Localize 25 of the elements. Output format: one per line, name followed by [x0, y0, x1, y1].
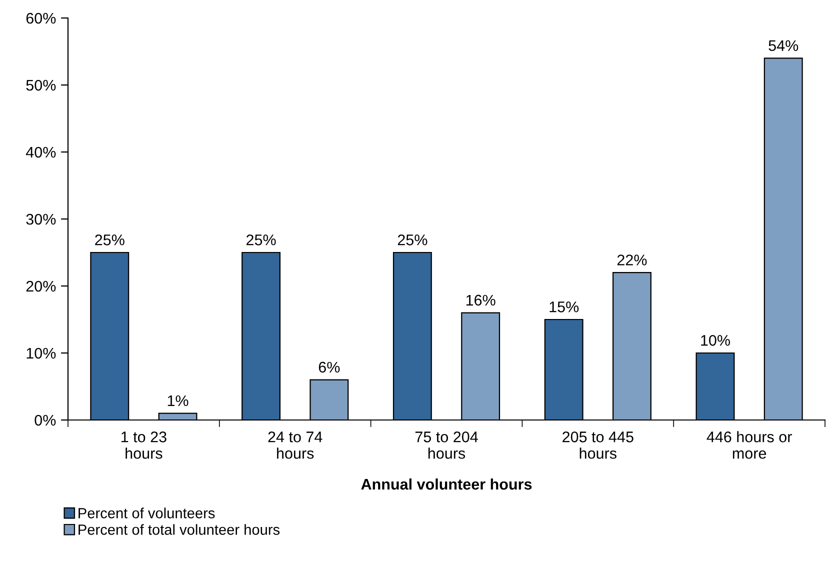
- x-tick-label: 24 to 74 hours: [268, 432, 322, 459]
- x-tick-label: 446 hours or more: [706, 431, 792, 459]
- data-label: 25%: [95, 234, 124, 246]
- data-label: 22%: [617, 254, 647, 266]
- y-tick-label: 10%: [26, 348, 56, 359]
- data-label: 10%: [701, 334, 730, 346]
- data-label: 25%: [246, 234, 276, 246]
- data-label: 16%: [466, 294, 496, 306]
- data-label: 1%: [168, 395, 188, 406]
- y-tick-label: 60%: [26, 12, 56, 24]
- y-tick-label: 0%: [34, 414, 56, 426]
- x-tick-label: 1 to 23 hours: [122, 432, 166, 459]
- y-tick-label: 30%: [26, 214, 56, 225]
- y-tick-label: 50%: [26, 80, 56, 91]
- data-label: 6%: [318, 362, 340, 373]
- legend-label: Percent of total volunteer hours: [78, 524, 280, 535]
- data-label: 54%: [768, 40, 798, 52]
- y-tick-label: 40%: [26, 146, 56, 158]
- x-tick-label: 205 to 445 hours: [562, 432, 634, 459]
- data-label: 15%: [550, 302, 579, 312]
- x-tick-label: 75 to 204 hours: [415, 432, 478, 459]
- x-axis-title: Annual volunteer hours: [361, 478, 532, 490]
- y-tick-label: 20%: [26, 280, 56, 292]
- data-label: 25%: [398, 234, 428, 246]
- legend-label: Percent of volunteers: [78, 508, 215, 518]
